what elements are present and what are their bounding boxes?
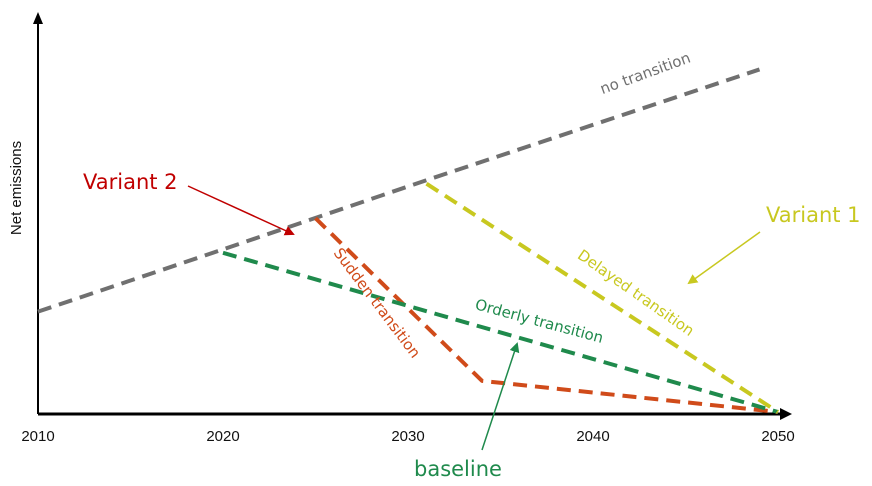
x-tick-2020: 2020 <box>206 428 239 445</box>
variant-1-arrow <box>687 231 761 285</box>
x-tick-2010: 2010 <box>21 428 54 445</box>
x-tick-2050: 2050 <box>761 428 794 445</box>
series-sudden-transition <box>314 216 779 414</box>
callout-variant-1: Variant 1 <box>766 203 861 227</box>
callout-baseline: baseline <box>414 457 502 481</box>
label-orderly-transition: Orderly transition <box>473 295 605 347</box>
y-axis-label: Net emissions <box>8 141 25 235</box>
callout-variant-2: Variant 2 <box>83 170 178 194</box>
x-axis-arrow-icon <box>780 408 792 420</box>
series-delayed-transition <box>425 181 780 414</box>
series-lines <box>37 67 780 414</box>
variant-2-arrow <box>187 185 295 236</box>
series-orderly-transition <box>222 250 779 414</box>
baseline-arrow <box>481 342 520 451</box>
y-axis-arrow-icon <box>33 12 43 24</box>
label-sudden-transition: Sudden transition <box>330 244 424 361</box>
x-tick-2030: 2030 <box>391 428 424 445</box>
x-tick-labels: 2010 2020 2030 2040 2050 <box>21 428 794 445</box>
label-no-transition: no transition <box>598 49 693 98</box>
series-no-transition <box>37 67 761 314</box>
x-tick-2040: 2040 <box>576 428 609 445</box>
